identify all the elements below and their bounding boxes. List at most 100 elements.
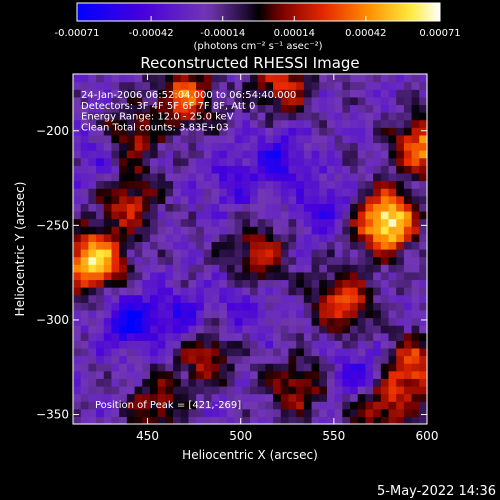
heatmap-cell xyxy=(203,378,213,387)
heatmap-cell xyxy=(357,256,367,265)
heatmap-cell xyxy=(219,188,228,197)
heatmap-cell xyxy=(273,309,282,319)
heatmap-cell xyxy=(288,74,297,83)
heatmap-cell xyxy=(326,142,336,151)
heatmap-cell xyxy=(365,112,374,121)
heatmap-cell xyxy=(73,119,82,128)
heatmap-cell xyxy=(342,119,351,128)
heatmap-cell xyxy=(311,347,320,357)
heatmap-cell xyxy=(411,188,420,197)
heatmap-cell xyxy=(380,256,390,265)
heatmap-cell xyxy=(226,188,236,197)
heatmap-cell xyxy=(365,127,374,136)
heatmap-cell xyxy=(311,332,320,341)
heatmap-cell xyxy=(149,317,159,326)
heatmap-cell xyxy=(319,172,328,182)
heatmap-cell xyxy=(357,233,367,242)
heatmap-cell xyxy=(203,294,213,303)
heatmap-cell xyxy=(257,347,266,357)
heatmap-cell xyxy=(280,134,290,144)
heatmap-cell xyxy=(103,340,113,349)
heatmap-cell xyxy=(342,408,351,417)
heatmap-cell xyxy=(242,347,251,357)
heatmap-cell xyxy=(142,370,151,379)
heatmap-cell xyxy=(257,370,266,379)
heatmap-cell xyxy=(103,134,113,144)
heatmap-cell xyxy=(380,119,390,128)
heatmap-cell xyxy=(165,416,174,425)
heatmap-cell xyxy=(180,119,190,128)
heatmap-cell xyxy=(403,218,413,227)
heatmap-cell xyxy=(357,347,367,357)
heatmap-cell xyxy=(180,157,190,166)
heatmap-cell xyxy=(196,294,205,303)
heatmap-cell xyxy=(288,332,297,341)
heatmap-cell xyxy=(126,325,136,334)
heatmap-cell xyxy=(165,172,174,182)
heatmap-cell xyxy=(326,195,336,204)
annotation-line: Energy Range: 12.0 - 25.0 keV xyxy=(81,112,234,123)
heatmap-cell xyxy=(126,89,136,98)
heatmap-cell xyxy=(380,271,390,281)
heatmap-cell xyxy=(165,203,174,212)
heatmap-cell xyxy=(226,165,236,174)
heatmap-cell xyxy=(296,157,305,166)
heatmap-cell xyxy=(157,363,166,372)
heatmap-cell xyxy=(188,81,197,90)
heatmap-cell xyxy=(411,233,420,242)
heatmap-cell xyxy=(226,393,236,402)
heatmap-cell xyxy=(73,378,82,387)
heatmap-cell xyxy=(411,96,420,106)
heatmap-cell xyxy=(357,150,367,159)
heatmap-cell xyxy=(303,340,313,349)
heatmap-cell xyxy=(265,287,274,296)
heatmap-cell xyxy=(134,287,143,296)
heatmap-cell xyxy=(334,294,343,303)
heatmap-cell xyxy=(326,309,336,319)
heatmap-cell xyxy=(288,172,297,182)
heatmap-cell xyxy=(149,172,159,182)
heatmap-cell xyxy=(203,195,213,204)
heatmap-cell xyxy=(111,188,120,197)
heatmap-cell xyxy=(419,355,428,364)
heatmap-cell xyxy=(173,119,182,128)
heatmap-cell xyxy=(142,264,151,273)
heatmap-cell xyxy=(373,226,382,235)
heatmap-cell xyxy=(288,287,297,296)
heatmap-cell xyxy=(211,180,220,189)
heatmap-cell xyxy=(380,241,390,250)
heatmap-cell xyxy=(265,96,274,106)
heatmap-cell xyxy=(380,142,390,151)
heatmap-cell xyxy=(311,233,320,242)
heatmap-cell xyxy=(211,340,220,349)
heatmap-cell xyxy=(180,89,190,98)
heatmap-cell xyxy=(403,249,413,258)
heatmap-cell xyxy=(350,210,359,220)
heatmap-cell xyxy=(211,287,220,296)
heatmap-cell xyxy=(288,416,297,425)
heatmap-cell xyxy=(242,385,251,395)
heatmap-cell xyxy=(280,325,290,334)
heatmap-cell xyxy=(288,302,297,311)
heatmap-cell xyxy=(119,271,128,281)
heatmap-cell xyxy=(342,363,351,372)
heatmap-cell xyxy=(80,325,89,334)
heatmap-cell xyxy=(111,256,120,265)
heatmap-cell xyxy=(265,317,274,326)
heatmap-cell xyxy=(73,127,82,136)
heatmap-cell xyxy=(250,127,259,136)
heatmap-cell xyxy=(103,127,113,136)
heatmap-cell xyxy=(350,195,359,204)
heatmap-cell xyxy=(103,165,113,174)
heatmap-cell xyxy=(203,142,213,151)
heatmap-cell xyxy=(103,279,113,288)
heatmap-cell xyxy=(257,309,266,319)
heatmap-cell xyxy=(73,81,82,90)
heatmap-cell xyxy=(219,370,228,379)
heatmap-cell xyxy=(373,363,382,372)
heatmap-cell xyxy=(234,157,243,166)
heatmap-cell xyxy=(196,112,205,121)
heatmap-cell xyxy=(219,287,228,296)
heatmap-cell xyxy=(373,218,382,227)
heatmap-cell xyxy=(234,81,243,90)
